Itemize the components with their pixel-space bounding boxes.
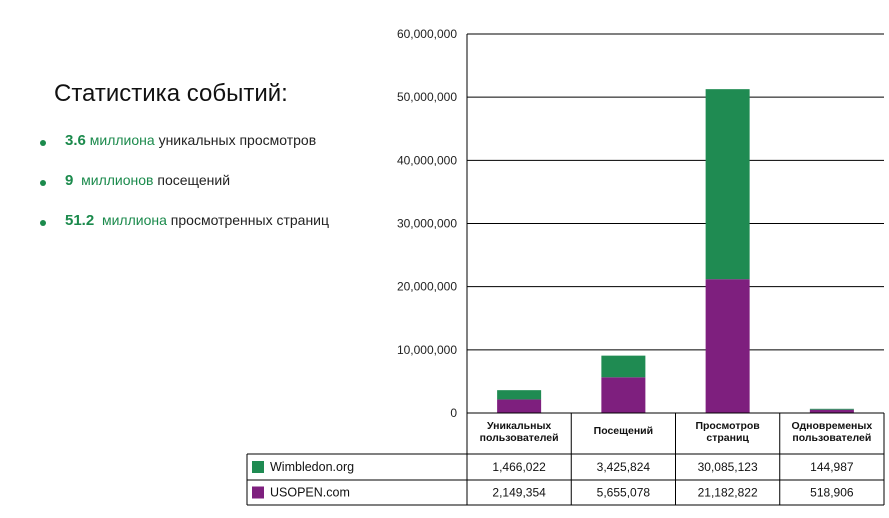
bar-segment [497, 390, 542, 400]
bar-segment [809, 408, 854, 410]
y-tick-label: 60,000,000 [397, 27, 457, 41]
y-tick-label: 10,000,000 [397, 343, 457, 357]
bar-segment [705, 279, 750, 413]
bar-segment [705, 89, 750, 280]
data-table-value: 30,085,123 [698, 460, 758, 474]
data-table-value: 144,987 [810, 460, 854, 474]
bar-segment [809, 409, 854, 413]
bar-segment [601, 355, 646, 378]
data-table-value: 518,906 [810, 486, 854, 500]
category-label: Одновременых [792, 420, 873, 432]
category-label: пользователей [480, 432, 559, 444]
data-table-value: 3,425,824 [597, 460, 651, 474]
stat-text: уникальных просмотров [158, 132, 317, 148]
stat-text: просмотренных страниц [170, 212, 330, 228]
y-tick-label: 20,000,000 [397, 280, 457, 294]
data-table-value: 1,466,022 [492, 460, 546, 474]
category-label: Посещений [594, 425, 653, 437]
stat-unit: миллиона [101, 212, 167, 228]
data-table-value: 2,149,354 [492, 486, 546, 500]
category-label: Уникальных [487, 420, 551, 432]
legend-swatch [252, 461, 264, 473]
stat-item: 3.6 миллиона уникальных просмотров [40, 132, 329, 172]
y-tick-label: 40,000,000 [397, 153, 457, 167]
stat-unit: миллиона [89, 132, 155, 148]
stat-number: 3.6 [65, 132, 86, 149]
y-tick-label: 50,000,000 [397, 90, 457, 104]
bar-segment [601, 377, 646, 413]
y-tick-label: 0 [450, 406, 457, 420]
legend-swatch [252, 486, 264, 499]
legend-label: USOPEN.com [270, 486, 350, 500]
category-label: Просмотров [695, 420, 760, 432]
bar-segment [497, 399, 542, 413]
page-title: Статистика событий: [54, 80, 288, 107]
stats-list: 3.6 миллиона уникальных просмотров 9 мил… [40, 132, 329, 252]
category-label: страниц [706, 432, 749, 444]
data-table-value: 21,182,822 [698, 486, 758, 500]
y-tick-label: 30,000,000 [397, 217, 457, 231]
stat-unit: миллионов [81, 172, 154, 188]
stat-text: посещений [157, 172, 231, 188]
legend-label: Wimbledon.org [270, 460, 354, 474]
stat-number: 9 [65, 172, 74, 189]
stat-item: 51.2 миллиона просмотренных страниц [40, 212, 329, 252]
stat-number: 51.2 [65, 212, 95, 229]
category-label: пользователей [792, 432, 871, 444]
stat-item: 9 миллионов посещений [40, 172, 329, 212]
data-table-value: 5,655,078 [597, 486, 651, 500]
